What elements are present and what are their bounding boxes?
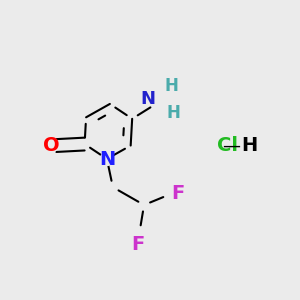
Circle shape xyxy=(100,152,113,166)
Text: —: — xyxy=(222,136,240,154)
Text: H: H xyxy=(164,77,178,95)
Text: F: F xyxy=(131,235,144,254)
Text: N: N xyxy=(140,91,155,109)
Text: N: N xyxy=(99,150,115,169)
Text: H: H xyxy=(242,136,258,155)
Circle shape xyxy=(45,139,58,152)
Text: H: H xyxy=(167,104,181,122)
Text: Cl: Cl xyxy=(217,136,238,155)
Text: O: O xyxy=(43,136,60,155)
Text: F: F xyxy=(171,184,184,203)
